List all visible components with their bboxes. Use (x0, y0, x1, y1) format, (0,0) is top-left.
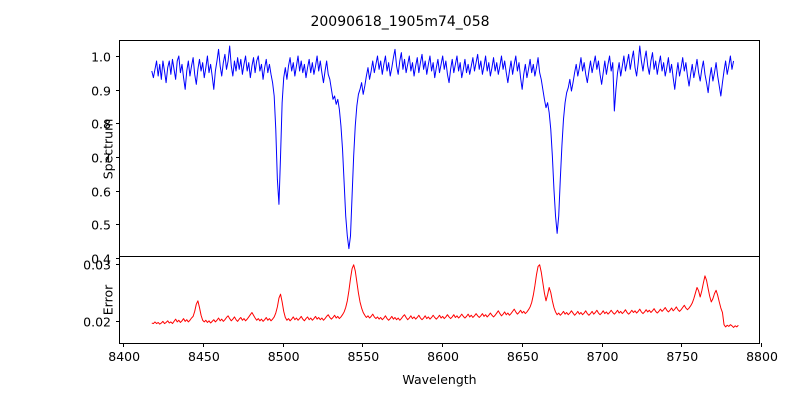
x-tick: 8500 (268, 343, 300, 364)
y-tick-label: 0.9 (91, 83, 111, 99)
x-tick: 8400 (108, 343, 140, 364)
x-tick-label: 8450 (188, 349, 220, 364)
x-tick-label: 8650 (506, 349, 539, 364)
y-tick: 0.4 (91, 252, 120, 267)
x-tick: 8550 (347, 343, 379, 364)
x-tick-label: 8500 (267, 349, 300, 364)
y-tick: 0.6 (91, 184, 120, 199)
y-tick: 0.7 (91, 151, 120, 166)
y-tick: 1.0 (91, 50, 120, 65)
x-tick: 8450 (188, 343, 220, 364)
y-tick-label: 0.6 (91, 184, 111, 200)
y-tick-label: 0.03 (83, 257, 111, 273)
x-tick-label: 8750 (666, 349, 699, 364)
x-tick-label: 8800 (746, 349, 778, 364)
y-tick: 0.02 (83, 315, 120, 330)
y-tick-label: 0.8 (91, 116, 111, 132)
y-tick-label: 0.7 (91, 150, 111, 166)
error-plot-area (120, 257, 759, 343)
y-tick-label: 0.02 (83, 314, 111, 330)
y-tick-label: 0.5 (91, 217, 111, 233)
x-tick: 8600 (427, 343, 459, 364)
error-axis-label: Error (100, 284, 116, 316)
y-tick: 0.9 (91, 83, 120, 98)
x-tick-label: 8600 (427, 349, 459, 364)
x-tick: 8800 (746, 343, 778, 364)
y-tick-label: 0.4 (91, 251, 111, 267)
y-tick-label: 1.0 (91, 49, 111, 65)
x-tick: 8750 (666, 343, 698, 364)
y-tick: 0.03 (83, 258, 120, 273)
spectrum-plot-area (120, 41, 759, 256)
x-tick-label: 8550 (347, 349, 380, 364)
spectrum-data-line (151, 45, 735, 250)
x-tick-label: 8400 (108, 349, 141, 364)
y-tick: 0.5 (91, 218, 120, 233)
x-tick: 8700 (587, 343, 618, 364)
y-tick: 0.8 (91, 117, 120, 132)
x-tick-label: 8700 (586, 349, 619, 364)
error-data-line (151, 264, 739, 328)
error-axes: Error 0.02 0.03 8400 8450 8500 8550 8600 8650 8… (83, 256, 778, 364)
x-tick: 8650 (507, 343, 539, 364)
wavelength-axis-label: Wavelength (402, 372, 477, 387)
spectrum-axes: Spectrum 0.4 0.5 0.6 0.7 0.8 0.9 1.0 (91, 40, 760, 267)
figure-title: 20090618_1905m74_058 (310, 14, 490, 30)
